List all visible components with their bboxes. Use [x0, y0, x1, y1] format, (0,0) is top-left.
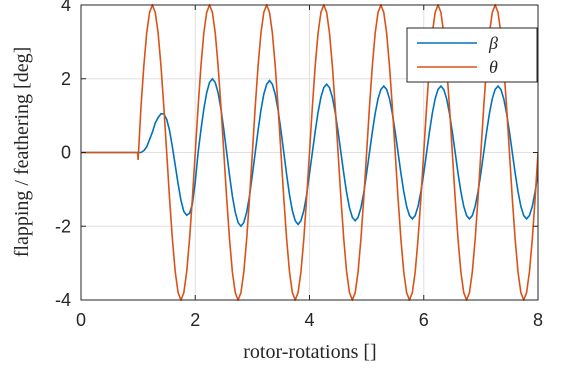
legend-box [406, 27, 538, 83]
x-tick-label: 4 [304, 310, 314, 330]
y-tick-label: -4 [55, 290, 71, 310]
x-axis-label: rotor-rotations [] [243, 341, 376, 363]
y-tick-label: 4 [61, 0, 71, 15]
y-tick-label: -2 [55, 216, 71, 236]
legend-label: β [488, 33, 498, 53]
y-tick-label: 2 [61, 69, 71, 89]
x-tick-label: 8 [533, 310, 543, 330]
y-axis-label: flapping / feathering [deg] [11, 47, 33, 257]
x-tick-label: 2 [190, 310, 200, 330]
x-tick-label: 0 [76, 310, 86, 330]
series-line [81, 4, 538, 301]
y-tick-label: 0 [61, 143, 71, 163]
legend-label: θ [489, 57, 498, 77]
x-tick-label: 6 [419, 310, 429, 330]
